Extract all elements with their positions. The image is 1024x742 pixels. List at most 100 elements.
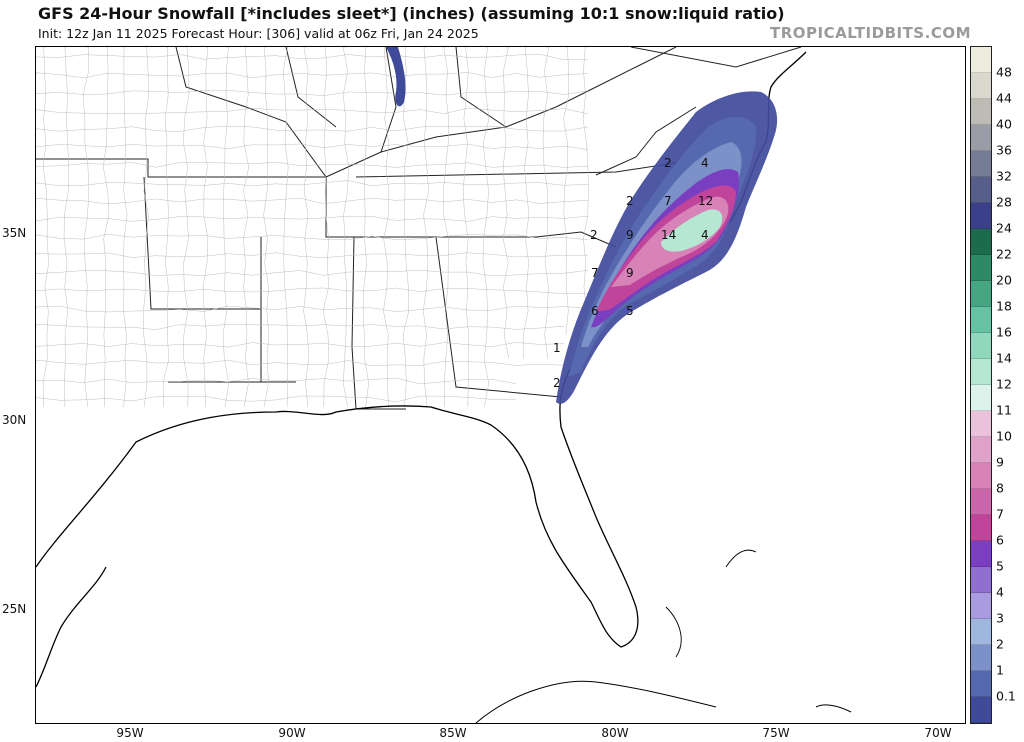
county-line: [362, 47, 370, 408]
county-line: [482, 47, 490, 408]
colorbar-label: 22: [996, 246, 1012, 262]
lon-label-75w: 75W: [762, 726, 790, 740]
colorbar-label: 36: [996, 142, 1012, 158]
county-line: [36, 215, 589, 222]
colorbar-label: 0.1: [996, 688, 1016, 704]
colorbar-swatch: [971, 99, 991, 125]
map-subtitle: Init: 12z Jan 11 2025 Forecast Hour: [30…: [38, 26, 479, 41]
county-line: [422, 47, 429, 408]
contour-label: 6: [591, 304, 599, 318]
county-line: [522, 47, 530, 360]
contour-label: 4: [701, 156, 709, 170]
colorbar-label: 44: [996, 90, 1012, 106]
colorbar-swatch: [971, 73, 991, 99]
county-line: [36, 305, 589, 313]
colorbar-label: 40: [996, 116, 1012, 132]
contour-label: 9: [626, 266, 634, 280]
contour-label: 14: [661, 228, 676, 242]
colorbar-label: 48: [996, 64, 1012, 80]
colorbar-label: 12: [996, 376, 1012, 392]
colorbar-label: 6: [996, 532, 1004, 548]
contour-label: 7: [591, 266, 599, 280]
colorbar-swatch: [971, 281, 991, 307]
colorbar-label: 5: [996, 558, 1004, 574]
colorbar-label: 20: [996, 272, 1012, 288]
colorbar-swatch: [971, 645, 991, 671]
colorbar-label: 4: [996, 584, 1004, 600]
contour-label: 2: [626, 194, 634, 208]
contour-label: 1: [553, 341, 561, 355]
colorbar-swatch: [971, 255, 991, 281]
contour-labels: 2 4 2 7 12 2 9 14 4 7 9 6 5 1 2: [553, 156, 713, 390]
county-line: [36, 161, 589, 168]
contour-label: 12: [698, 194, 713, 208]
county-line: [36, 342, 565, 348]
map-panel: 2 4 2 7 12 2 9 14 4 7 9 6 5 1 2: [35, 46, 966, 724]
colorbar-label: 14: [996, 350, 1012, 366]
county-line: [36, 359, 565, 367]
contour-label: 2: [664, 156, 672, 170]
county-line: [263, 47, 270, 408]
colorbar-swatch: [971, 515, 991, 541]
county-line: [303, 47, 309, 408]
county-line: [36, 252, 589, 259]
contour-label: 4: [701, 228, 709, 242]
county-line: [183, 47, 190, 408]
lon-label-85w: 85W: [439, 726, 467, 740]
county-line: [36, 377, 517, 385]
county-line: [36, 197, 589, 205]
lon-label-95w: 95W: [116, 726, 144, 740]
lon-label-70w: 70W: [924, 726, 952, 740]
colorbar-label: 3: [996, 610, 1004, 626]
county-line: [502, 47, 510, 360]
map-title: GFS 24-Hour Snowfall [*includes sleet*] …: [38, 4, 785, 23]
colorbar-label: 9: [996, 454, 1004, 470]
county-line: [36, 72, 589, 79]
colorbar-swatch: [971, 593, 991, 619]
colorbar-label: 16: [996, 324, 1012, 340]
colorbar-swatch: [971, 359, 991, 385]
snowfall-swath: [386, 47, 778, 404]
county-line: [383, 47, 390, 408]
colorbar-label: 10: [996, 428, 1012, 444]
county-line: [36, 324, 565, 330]
county-line: [36, 54, 589, 61]
contour-label: 9: [626, 228, 634, 242]
colorbar-swatch: [971, 411, 991, 437]
colorbar-swatch: [971, 619, 991, 645]
contour-label: 2: [590, 228, 598, 242]
county-line: [202, 47, 209, 408]
county-lines: [36, 47, 589, 408]
colorbar-swatch: [971, 177, 991, 203]
county-line: [36, 180, 589, 187]
lat-label-30n: 30N: [2, 413, 27, 427]
county-line: [582, 47, 589, 336]
colorbar-swatch: [971, 151, 991, 177]
colorbar: [970, 46, 992, 724]
county-line: [342, 47, 349, 408]
colorbar-label: 18: [996, 298, 1012, 314]
colorbar-label: 28: [996, 194, 1012, 210]
colorbar-swatch: [971, 229, 991, 255]
colorbar-label: 11: [996, 402, 1012, 418]
county-line: [36, 395, 517, 403]
snow-band-12: [661, 209, 723, 252]
colorbar-swatch: [971, 437, 991, 463]
colorbar-swatch: [971, 697, 991, 723]
county-line: [322, 47, 330, 408]
colorbar-label: 7: [996, 506, 1004, 522]
watermark: TROPICALTIDBITS.COM: [770, 24, 971, 42]
map-canvas: 2 4 2 7 12 2 9 14 4 7 9 6 5 1 2: [36, 47, 852, 723]
county-line: [63, 47, 70, 408]
lon-label-80w: 80W: [601, 726, 629, 740]
colorbar-swatch: [971, 203, 991, 229]
county-line: [36, 233, 589, 241]
county-line: [123, 47, 128, 408]
county-line: [36, 125, 589, 132]
county-line: [243, 47, 250, 408]
colorbar-label: 24: [996, 220, 1012, 236]
colorbar-label: 32: [996, 168, 1012, 184]
county-line: [462, 47, 469, 408]
contour-label: 2: [553, 376, 561, 390]
county-line: [143, 47, 149, 408]
